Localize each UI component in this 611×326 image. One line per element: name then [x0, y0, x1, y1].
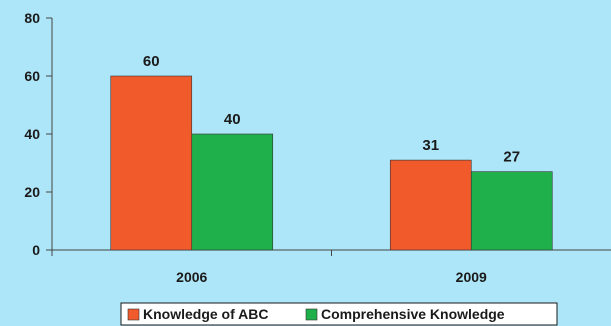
data-label: 27	[503, 149, 520, 166]
legend: Knowledge of ABC Comprehensive Knowledge	[120, 302, 558, 326]
bars	[110, 75, 553, 251]
legend-swatch	[305, 308, 318, 321]
bar-2006-comprehensive-knowledge	[191, 133, 274, 251]
x-tick-label: 2009	[456, 269, 487, 285]
x-axis: 2006 2009	[51, 249, 611, 285]
legend-label: Knowledge of ABC	[143, 306, 268, 322]
y-tick-label: 80	[24, 10, 40, 26]
y-tick-label: 40	[24, 126, 40, 142]
x-tick-label: 2006	[176, 269, 207, 285]
data-label: 31	[422, 137, 439, 154]
bar-2006-knowledge-of-abc	[110, 75, 193, 251]
bar-2009-comprehensive-knowledge	[470, 171, 553, 251]
y-tick-label: 0	[32, 242, 40, 258]
legend-box	[120, 302, 558, 326]
data-label: 40	[224, 111, 241, 128]
data-label: 60	[143, 53, 160, 70]
y-axis: 0 20 40 60 80	[24, 10, 53, 258]
bar-2009-knowledge-of-abc	[389, 159, 472, 251]
legend-swatch	[127, 308, 140, 321]
y-tick-label: 20	[24, 184, 40, 200]
legend-label: Comprehensive Knowledge	[321, 306, 505, 322]
data-labels: 60 40 31 27	[143, 53, 520, 166]
y-tick-label: 60	[24, 68, 40, 84]
